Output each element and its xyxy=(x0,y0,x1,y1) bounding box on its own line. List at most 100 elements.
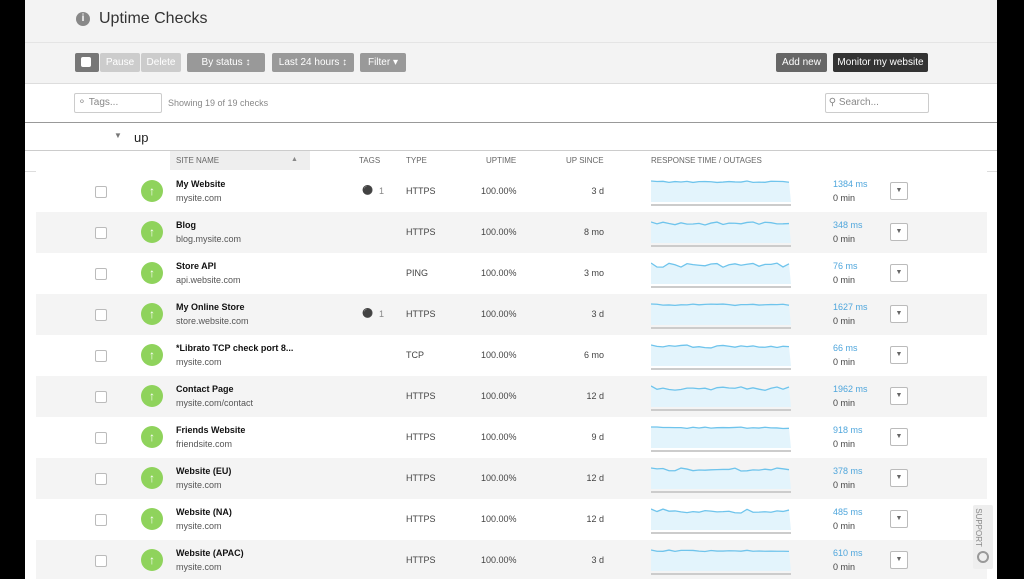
row-checkbox[interactable] xyxy=(95,309,107,321)
sparkline-line xyxy=(651,467,790,472)
site-name: Website (NA) xyxy=(176,507,232,517)
sparkline-area xyxy=(651,550,791,571)
pause-button[interactable]: Pause xyxy=(100,53,140,72)
uptime: 100.00% xyxy=(481,391,517,401)
sparkline-line xyxy=(651,180,790,184)
col-site[interactable]: SITE NAME xyxy=(176,156,220,165)
check-row: ↑ Contact Page mysite.com/contact HTTPS 100.… xyxy=(36,376,987,417)
response-time: 66 ms xyxy=(833,343,858,353)
uptime: 100.00% xyxy=(481,473,517,483)
row-checkbox[interactable] xyxy=(95,268,107,280)
row-checkbox[interactable] xyxy=(95,391,107,403)
time-dropdown[interactable]: Last 24 hours ↕ xyxy=(272,53,354,72)
row-checkbox[interactable] xyxy=(95,350,107,362)
sparkline-area xyxy=(651,427,791,448)
add-new-button[interactable]: Add new xyxy=(776,53,827,72)
row-menu-button[interactable]: ▼ xyxy=(890,510,908,528)
tag-count: 1 xyxy=(379,309,385,319)
check-type: HTTPS xyxy=(406,391,436,401)
response-time: 918 ms xyxy=(833,425,863,435)
site-name: Blog xyxy=(176,220,196,230)
outage-time: 0 min xyxy=(833,480,856,490)
col-response: RESPONSE TIME / OUTAGES xyxy=(651,156,762,165)
status-icon: ↑ xyxy=(141,180,163,202)
check-row: ↑ Store API api.website.com PING 100.00% 3 mo… xyxy=(36,253,987,294)
sparkline-line xyxy=(651,303,790,307)
outage-time: 0 min xyxy=(833,234,856,244)
site-url: mysite.com/contact xyxy=(176,398,254,408)
uptime: 100.00% xyxy=(481,432,517,442)
up-since: 3 d xyxy=(591,186,604,196)
tag-icon: ⚫ xyxy=(362,185,374,195)
response-time: 76 ms xyxy=(833,261,858,271)
check-type: HTTPS xyxy=(406,186,436,196)
check-row: ↑ Website (NA) mysite.com HTTPS 100.00% 12 d 4… xyxy=(36,499,987,540)
status-icon: ↑ xyxy=(141,508,163,530)
tags-input[interactable]: ⚬ Tags... xyxy=(74,93,162,113)
outage-time: 0 min xyxy=(833,275,856,285)
check-type: HTTPS xyxy=(406,473,436,483)
row-menu-button[interactable]: ▼ xyxy=(890,387,908,405)
site-name: Store API xyxy=(176,261,217,271)
row-menu-button[interactable]: ▼ xyxy=(890,223,908,241)
row-menu-button[interactable]: ▼ xyxy=(890,346,908,364)
row-checkbox[interactable] xyxy=(95,555,107,567)
collapse-icon[interactable]: ▼ xyxy=(114,131,122,140)
uptime: 100.00% xyxy=(481,268,517,278)
label: Last 24 hours xyxy=(278,57,340,68)
outage-time: 0 min xyxy=(833,398,856,408)
placeholder: Tags... xyxy=(88,97,119,108)
row-checkbox[interactable] xyxy=(95,473,107,485)
sparkline-area xyxy=(651,222,791,243)
status-icon: ↑ xyxy=(141,303,163,325)
delete-button[interactable]: Delete xyxy=(141,53,181,72)
up-since: 12 d xyxy=(586,473,604,483)
up-since: 3 d xyxy=(591,309,604,319)
outage-time: 0 min xyxy=(833,521,856,531)
site-url: mysite.com xyxy=(176,521,222,531)
row-menu-button[interactable]: ▼ xyxy=(890,264,908,282)
group-title: up xyxy=(134,130,149,145)
response-time: 378 ms xyxy=(833,466,863,476)
label: Filter xyxy=(367,57,391,68)
row-menu-button[interactable]: ▼ xyxy=(890,305,908,323)
check-type: HTTPS xyxy=(406,555,436,565)
sparkline-area xyxy=(651,468,791,489)
row-checkbox[interactable] xyxy=(95,514,107,526)
up-since: 12 d xyxy=(586,514,604,524)
sparkline xyxy=(651,303,791,329)
row-menu-button[interactable]: ▼ xyxy=(890,469,908,487)
support-tab[interactable]: SUPPORT xyxy=(973,505,993,569)
sparkline-line xyxy=(651,221,790,226)
status-dropdown[interactable]: By status ↕ xyxy=(187,53,265,72)
monitor-button[interactable]: Monitor my website xyxy=(833,53,928,72)
header: i Uptime Checks xyxy=(25,0,997,42)
site-name: My Website xyxy=(176,179,226,189)
sparkline xyxy=(651,426,791,452)
check-type: TCP xyxy=(406,350,424,360)
site-name: *Librato TCP check port 8... xyxy=(176,343,294,353)
outage-time: 0 min xyxy=(833,562,856,572)
status-icon: ↑ xyxy=(141,467,163,489)
up-since: 3 mo xyxy=(583,268,604,278)
filter-dropdown[interactable]: Filter ▾ xyxy=(360,53,406,72)
search-input[interactable]: ⚲ Search... xyxy=(825,93,929,113)
select-all[interactable] xyxy=(75,53,99,72)
site-name: My Online Store xyxy=(176,302,245,312)
response-time: 485 ms xyxy=(833,507,863,517)
up-since: 12 d xyxy=(586,391,604,401)
support-label: SUPPORT xyxy=(973,508,983,547)
row-menu-button[interactable]: ▼ xyxy=(890,551,908,569)
sparkline-line xyxy=(651,549,790,553)
uptime: 100.00% xyxy=(481,227,517,237)
outage-time: 0 min xyxy=(833,193,856,203)
row-menu-button[interactable]: ▼ xyxy=(890,428,908,446)
row-checkbox[interactable] xyxy=(95,227,107,239)
row-checkbox[interactable] xyxy=(95,186,107,198)
check-type: HTTPS xyxy=(406,432,436,442)
sparkline-area xyxy=(651,181,791,202)
row-menu-button[interactable]: ▼ xyxy=(890,182,908,200)
row-checkbox[interactable] xyxy=(95,432,107,444)
sorted-column xyxy=(170,151,310,170)
